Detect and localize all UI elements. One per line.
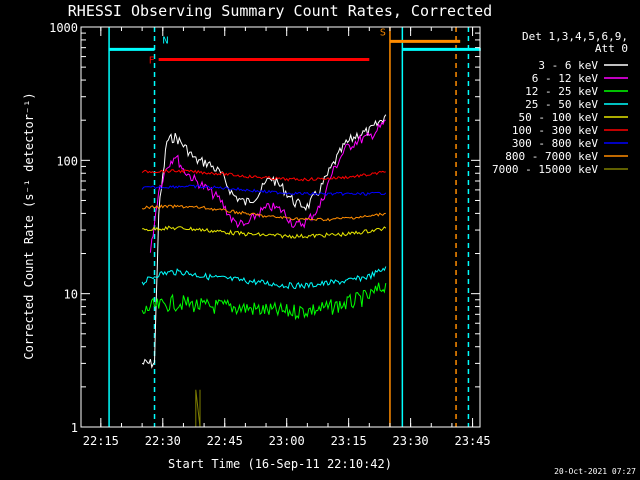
y-tick-label: 10: [64, 288, 78, 302]
chart-title: RHESSI Observing Summary Count Rates, Co…: [68, 2, 492, 20]
series-line-1: [149, 119, 386, 253]
x-tick-label: 23:15: [331, 434, 367, 448]
series-line-3: [141, 266, 387, 290]
flag-label-S: S: [380, 27, 386, 38]
y-tick-label: 1000: [49, 21, 78, 35]
legend-label-3: 25 - 50 keV: [525, 98, 598, 111]
series-line-0: [141, 114, 387, 369]
legend-label-1: 6 - 12 keV: [532, 72, 599, 85]
series-line-2: [141, 282, 387, 321]
flag-label-N: N: [163, 35, 169, 46]
x-tick-label: 22:15: [83, 434, 119, 448]
legend-header-line: Det 1,3,4,5,6,9,: [522, 30, 628, 43]
series-line-4: [142, 225, 387, 240]
x-tick-label: 22:30: [145, 434, 181, 448]
plot-frame: [80, 26, 481, 428]
y-axis-label: Corrected Count Rate (s⁻¹ detector⁻¹): [22, 92, 36, 359]
y-tick-label: 1: [71, 421, 78, 435]
series-line-8: [195, 389, 201, 428]
legend-label-6: 300 - 800 keV: [512, 137, 598, 150]
legend-label-8: 7000 - 15000 keV: [492, 163, 598, 176]
series-line-5: [141, 168, 386, 182]
x-tick-label: 23:00: [269, 434, 305, 448]
legend-label-2: 12 - 25 keV: [525, 85, 598, 98]
series-line-7: [141, 204, 386, 222]
x-tick-label: 23:45: [455, 434, 491, 448]
legend-header-line: Att 0: [595, 42, 628, 55]
series-line-6: [141, 184, 387, 197]
legend-label-4: 50 - 100 keV: [519, 111, 599, 124]
x-tick-label: 22:45: [207, 434, 243, 448]
x-axis-label: Start Time (16-Sep-11 22:10:42): [168, 457, 392, 471]
x-tick-label: 23:30: [393, 434, 429, 448]
flag-label-F: F: [149, 56, 155, 67]
legend-label-7: 800 - 7000 keV: [505, 150, 598, 163]
legend-label-5: 100 - 300 keV: [512, 124, 598, 137]
y-tick-label: 100: [56, 154, 78, 168]
legend-label-0: 3 - 6 keV: [538, 59, 598, 72]
timestamp: 20-Oct-2021 07:27: [554, 467, 636, 476]
